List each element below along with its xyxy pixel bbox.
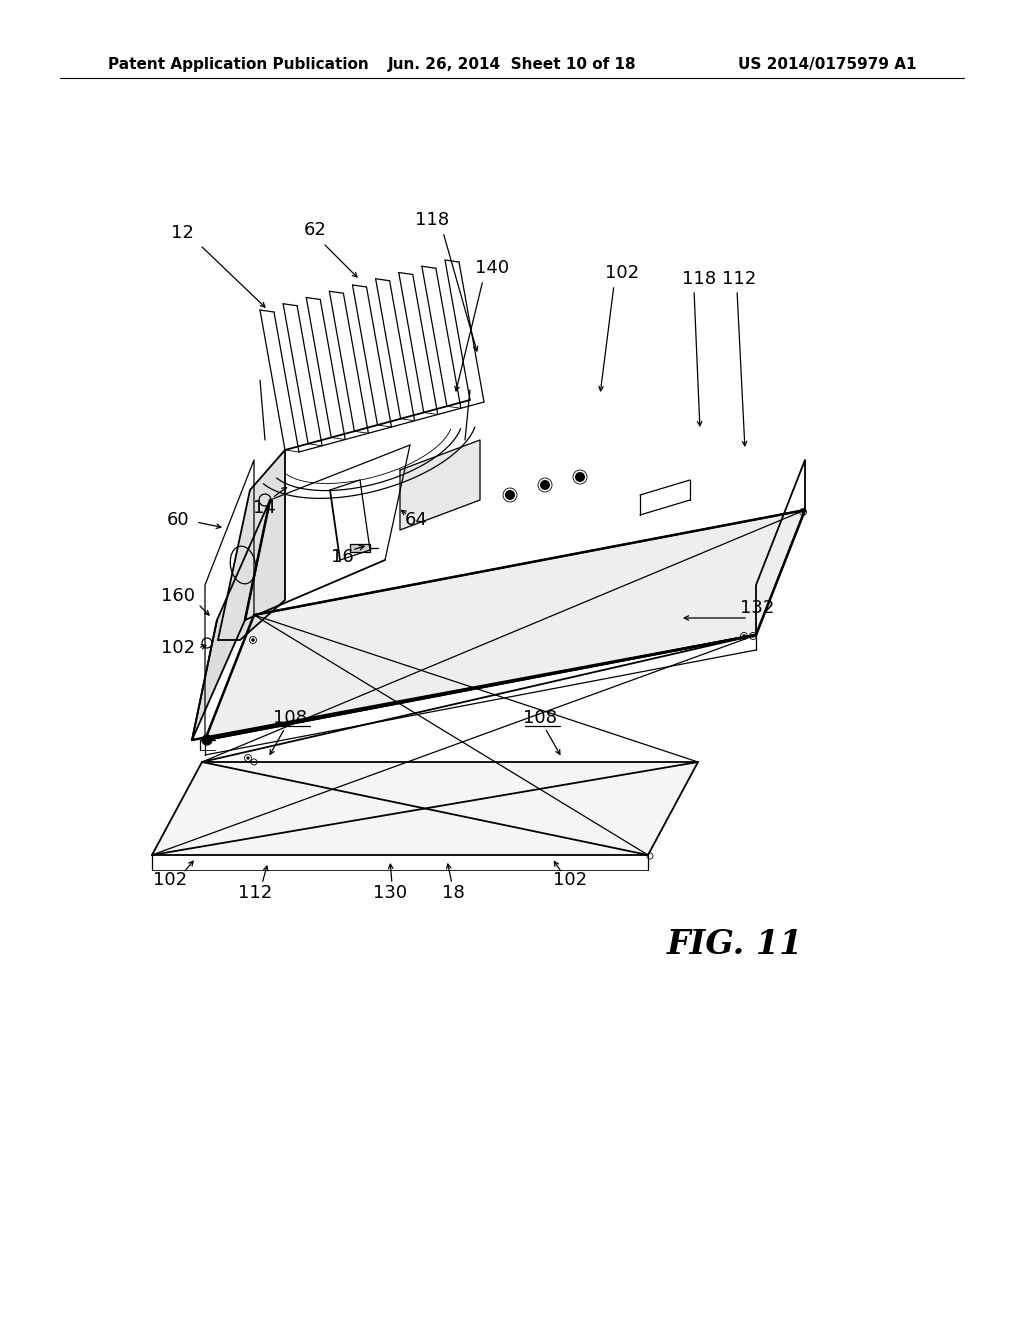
Text: 118: 118 — [682, 271, 716, 288]
Text: 102: 102 — [161, 639, 195, 657]
Text: 132: 132 — [739, 599, 774, 616]
Text: FIG. 11: FIG. 11 — [667, 928, 803, 961]
Text: 130: 130 — [373, 884, 408, 902]
Text: 112: 112 — [238, 884, 272, 902]
Text: 102: 102 — [153, 871, 187, 888]
Text: 140: 140 — [475, 259, 509, 277]
Text: 102: 102 — [553, 871, 587, 888]
Text: Jun. 26, 2014  Sheet 10 of 18: Jun. 26, 2014 Sheet 10 of 18 — [388, 58, 636, 73]
Text: 108: 108 — [273, 709, 307, 727]
Circle shape — [540, 480, 550, 490]
Polygon shape — [205, 510, 805, 741]
Polygon shape — [152, 762, 698, 855]
Text: US 2014/0175979 A1: US 2014/0175979 A1 — [737, 58, 916, 73]
Text: 14: 14 — [253, 499, 275, 517]
Circle shape — [752, 635, 754, 638]
Text: 16: 16 — [331, 548, 353, 566]
Circle shape — [252, 639, 254, 642]
Polygon shape — [400, 440, 480, 531]
Circle shape — [575, 473, 585, 482]
Text: 12: 12 — [171, 224, 194, 242]
Circle shape — [203, 737, 211, 744]
Polygon shape — [350, 544, 370, 552]
Circle shape — [247, 756, 249, 759]
Text: Patent Application Publication: Patent Application Publication — [108, 58, 369, 73]
Text: 160: 160 — [161, 587, 195, 605]
Text: 112: 112 — [722, 271, 756, 288]
Text: 108: 108 — [523, 709, 557, 727]
Polygon shape — [218, 450, 285, 640]
Text: 60: 60 — [167, 511, 189, 529]
Circle shape — [505, 490, 515, 500]
Text: 64: 64 — [404, 511, 427, 529]
Text: 102: 102 — [605, 264, 639, 282]
Text: 118: 118 — [415, 211, 450, 228]
Text: 62: 62 — [303, 220, 327, 239]
Polygon shape — [193, 500, 270, 741]
Text: 18: 18 — [441, 884, 464, 902]
Circle shape — [743, 635, 745, 638]
Circle shape — [802, 511, 804, 513]
